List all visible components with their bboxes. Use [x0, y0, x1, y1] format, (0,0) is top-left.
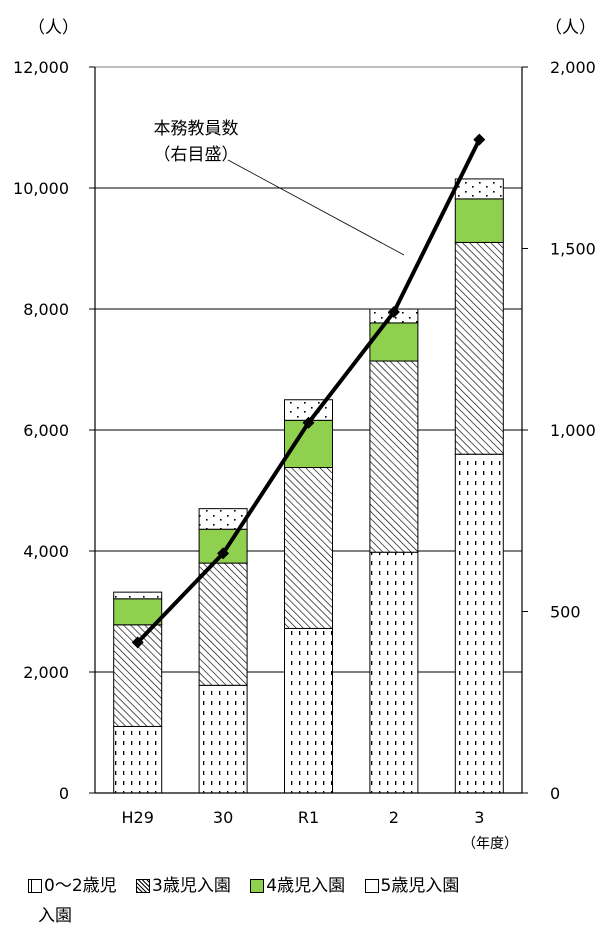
- teacher-line-marker: [387, 306, 400, 319]
- legend-label-0-2: 0～2歳児: [44, 876, 117, 896]
- bar-segment-0-2: [454, 453, 504, 794]
- legend-item-3: 3歳児入園: [136, 872, 231, 900]
- bar-segment-3: [454, 241, 504, 455]
- teacher-line-marker: [131, 636, 144, 649]
- x-axis-tick-label: R1: [298, 808, 319, 827]
- x-axis-unit: （年度）: [462, 836, 518, 852]
- teacher-count-line: [131, 133, 486, 649]
- left-axis-tick-label: 8,000: [23, 300, 69, 319]
- right-axis-tick-label: 0: [550, 784, 560, 803]
- legend-label-0-2-continued: 入園: [38, 906, 72, 926]
- teacher-line-marker: [473, 133, 486, 146]
- legend-swatch-5: [364, 879, 379, 893]
- x-axis-tick-label: 30: [213, 808, 233, 827]
- left-axis-tick-label: 10,000: [13, 179, 69, 198]
- legend-item-0-2: 0～2歳児: [28, 872, 117, 900]
- bar-segment-3: [284, 467, 333, 629]
- legend-item-4: 4歳児入園: [250, 872, 345, 900]
- bar-segment-0-2: [113, 725, 163, 794]
- bar-segment-4: [113, 598, 163, 626]
- bar-segment-0-2: [198, 684, 248, 794]
- bar-segment-3: [369, 360, 419, 553]
- left-axis-tick-label: 0: [59, 784, 69, 803]
- x-axis-tick-label: 2: [389, 808, 399, 827]
- legend-label-5: 5歳児入園: [380, 876, 460, 896]
- left-axis-tick-label: 12,000: [13, 58, 69, 77]
- left-axis-tick-label: 2,000: [23, 663, 69, 682]
- bar-segment-4: [454, 198, 504, 243]
- legend-swatch-0-2: [28, 879, 42, 893]
- right-axis-tick-label: 1,000: [550, 421, 596, 440]
- bar-segment-5: [113, 591, 163, 600]
- left-axis-unit: （人）: [28, 18, 79, 38]
- teacher-line-marker: [217, 547, 230, 560]
- bar-segment-0-2: [284, 627, 333, 794]
- right-axis-tick-label: 500: [550, 603, 581, 622]
- x-axis-tick-label: H29: [122, 808, 154, 827]
- legend-item-5: 5歳児入園: [364, 872, 460, 900]
- chart: 0 2,000 4,000 6,000 8,000 10,000 12,000 0 500 1,0…: [13, 18, 596, 852]
- legend-label-4: 4歳児入園: [266, 876, 346, 896]
- right-axis-tick-label: 1,500: [550, 240, 596, 259]
- teacher-line-marker: [302, 416, 315, 429]
- bars: [113, 178, 504, 794]
- bar-segment-5: [454, 178, 504, 200]
- left-axis-tick-label: 6,000: [23, 421, 69, 440]
- legend: 0～2歳児 3歳児入園 4歳児入園 5歳児入園 入園: [28, 872, 588, 930]
- x-axis-tick-label: 3: [474, 808, 484, 827]
- legend-swatch-3: [136, 879, 151, 893]
- axes: 0 2,000 4,000 6,000 8,000 10,000 12,000 0 500 1,0…: [13, 58, 596, 827]
- left-axis-tick-label: 4,000: [23, 542, 69, 561]
- annotation-leader: [227, 159, 405, 256]
- annotation-line1: 本務教員数: [154, 119, 239, 139]
- annotation-line2: （右目盛）: [154, 145, 239, 165]
- legend-label-3: 3歳児入園: [152, 876, 231, 896]
- bar-segment-0-2: [369, 551, 419, 794]
- bar-segment-3: [198, 562, 248, 686]
- legend-swatch-4: [250, 879, 265, 893]
- right-axis-unit: （人）: [545, 18, 596, 38]
- bar-segment-4: [369, 322, 419, 362]
- right-axis-tick-label: 2,000: [550, 58, 596, 77]
